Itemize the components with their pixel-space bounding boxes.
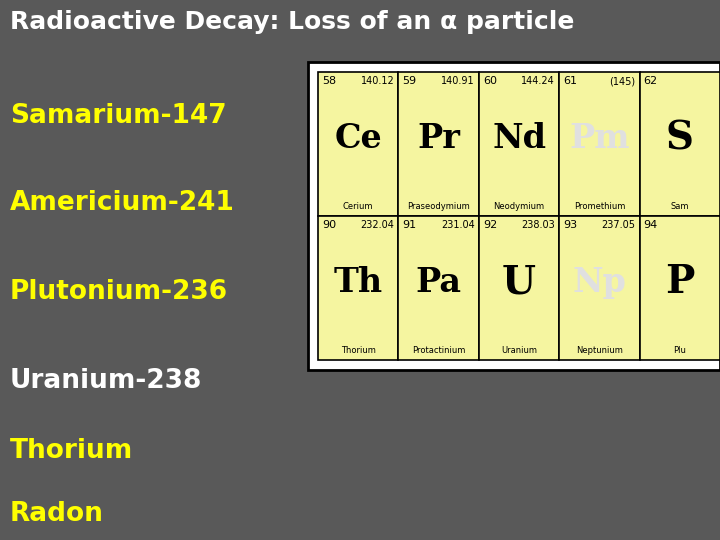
Text: 90: 90 (322, 220, 336, 230)
Text: Protactinium: Protactinium (412, 346, 465, 355)
Bar (479, 216, 559, 360)
Text: Pm: Pm (569, 122, 630, 155)
Text: 62: 62 (644, 76, 658, 86)
Bar (639, 72, 720, 216)
Bar (559, 216, 639, 360)
Text: 92: 92 (483, 220, 497, 230)
Text: Radioactive Decay: Loss of an α particle: Radioactive Decay: Loss of an α particle (10, 10, 575, 34)
Text: 58: 58 (322, 76, 336, 86)
Text: Thorium: Thorium (10, 438, 133, 464)
Text: 140.91: 140.91 (441, 76, 474, 86)
Text: 91: 91 (402, 220, 417, 230)
Text: 232.04: 232.04 (361, 220, 395, 230)
Text: 60: 60 (483, 76, 497, 86)
Text: Radon: Radon (10, 501, 104, 527)
Text: P: P (665, 263, 695, 301)
Text: Pa: Pa (415, 266, 462, 299)
Text: 238.03: 238.03 (521, 220, 555, 230)
Text: 93: 93 (563, 220, 577, 230)
Text: Praseodymium: Praseodymium (408, 202, 470, 211)
Text: 237.05: 237.05 (602, 220, 636, 230)
Text: Np: Np (572, 266, 626, 299)
Text: U: U (502, 263, 536, 301)
Text: S: S (666, 119, 694, 157)
Text: Th: Th (333, 266, 383, 299)
Bar (318, 72, 398, 216)
Text: Pr: Pr (417, 122, 460, 155)
Text: Nd: Nd (492, 122, 546, 155)
Text: (145): (145) (609, 76, 636, 86)
Text: Sam: Sam (670, 202, 689, 211)
Text: 231.04: 231.04 (441, 220, 474, 230)
Text: Thorium: Thorium (341, 346, 376, 355)
Bar (559, 72, 639, 216)
Bar (639, 216, 720, 360)
Text: Cerium: Cerium (343, 202, 374, 211)
Text: Samarium-147: Samarium-147 (10, 103, 227, 129)
Bar (398, 72, 479, 216)
Text: Uranium: Uranium (501, 346, 537, 355)
Bar (318, 216, 398, 360)
Text: 61: 61 (563, 76, 577, 86)
Text: Ce: Ce (334, 122, 382, 155)
Text: Plutonium-236: Plutonium-236 (10, 279, 228, 305)
Text: 144.24: 144.24 (521, 76, 555, 86)
Text: Americium-241: Americium-241 (10, 190, 235, 215)
Text: Promethium: Promethium (574, 202, 625, 211)
Text: Uranium-238: Uranium-238 (10, 368, 202, 394)
Text: Neodymium: Neodymium (493, 202, 544, 211)
Bar (479, 72, 559, 216)
Text: 59: 59 (402, 76, 417, 86)
Bar (308, 62, 720, 370)
Text: Neptunium: Neptunium (576, 346, 623, 355)
Text: 94: 94 (644, 220, 658, 230)
Text: 140.12: 140.12 (361, 76, 395, 86)
Text: Plu: Plu (673, 346, 686, 355)
Bar (398, 216, 479, 360)
